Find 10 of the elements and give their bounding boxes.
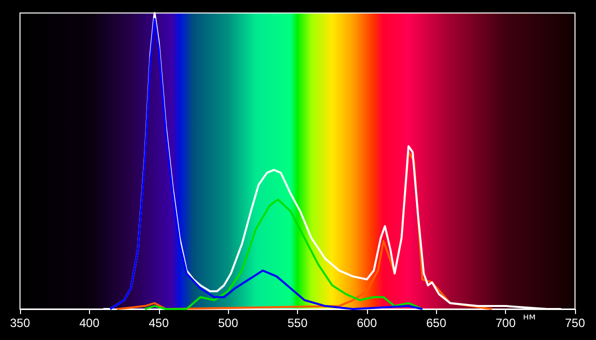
x-tick-label: 500: [218, 316, 238, 330]
x-tick-label: 700: [496, 316, 516, 330]
x-tick-label: 350: [10, 316, 30, 330]
x-tick-label: 550: [287, 316, 308, 330]
x-axis-title: нм: [523, 312, 536, 322]
x-tick-label: 600: [356, 316, 378, 330]
x-tick-label: 400: [79, 316, 100, 330]
x-tick-label: 750: [564, 316, 586, 330]
x-tick-label: 650: [426, 316, 447, 330]
x-tick-label: 450: [148, 316, 170, 330]
